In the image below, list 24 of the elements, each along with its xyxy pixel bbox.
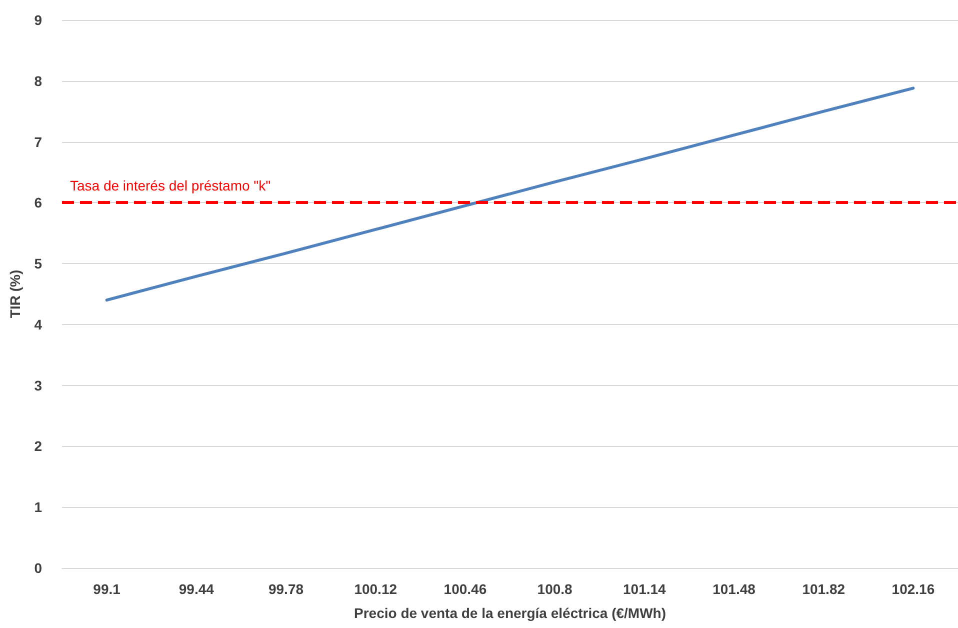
- y-tick-label: 9: [34, 12, 42, 28]
- y-tick-label: 1: [34, 499, 42, 516]
- y-tick-label: 6: [34, 194, 42, 211]
- y-tick-label: 0: [34, 560, 42, 576]
- y-tick-label: 2: [34, 438, 42, 454]
- x-tick-label: 100.8: [537, 581, 573, 597]
- x-tick-label: 101.14: [622, 581, 666, 597]
- ref-line-label: Tasa de interés del préstamo "k": [70, 178, 271, 194]
- y-tick-label: 8: [34, 72, 42, 89]
- x-tick-label: 99.1: [93, 581, 121, 597]
- x-tick-label: 101.82: [802, 581, 846, 597]
- y-tick-label: 3: [34, 377, 42, 394]
- x-tick-label: 99.78: [268, 581, 304, 597]
- x-tick-label: 100.12: [354, 581, 398, 597]
- x-tick-label: 102.16: [892, 581, 935, 597]
- line-series: [105, 86, 915, 302]
- y-tick-label: 4: [34, 316, 42, 332]
- y-tick-label: 5: [34, 256, 42, 272]
- x-tick-label: 99.44: [178, 581, 214, 597]
- x-tick-label: 101.48: [712, 581, 756, 597]
- x-tick-label: 100.46: [444, 581, 487, 597]
- y-tick-label: 7: [34, 134, 42, 150]
- x-axis-title: Precio de venta de la energía eléctrica (€/MWh): [354, 605, 666, 621]
- y-axis-title: TIR (%): [7, 270, 23, 318]
